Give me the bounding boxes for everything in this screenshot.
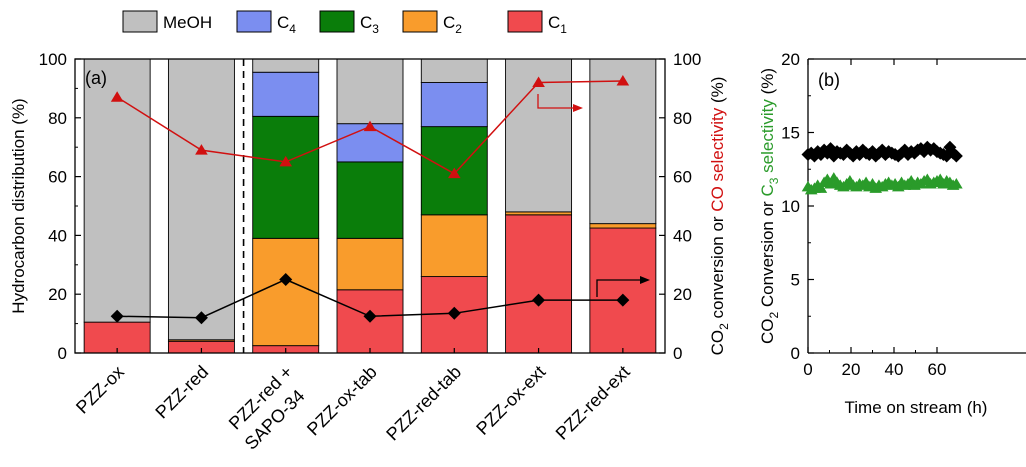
y-tick-label-2: 40 <box>48 226 67 245</box>
legend-label-2: C3 <box>360 13 379 36</box>
b-marker-1-4 <box>814 182 828 193</box>
y-tick-label-1: 20 <box>48 285 67 304</box>
legend-label-4: C1 <box>548 13 567 36</box>
legend-swatch-2 <box>319 10 355 33</box>
legend-label-1: C4 <box>277 13 296 36</box>
y-axis-label: Hydrocarbon distribution (%) <box>9 98 28 313</box>
overlay-marker-0-6 <box>616 75 630 86</box>
y-tick-label-5: 100 <box>39 50 67 69</box>
legend-swatch-4 <box>507 10 543 33</box>
category-label-1: PZZ-red <box>151 362 212 423</box>
bar-MeOH-0 <box>83 58 151 323</box>
y2-tick-label-4: 80 <box>673 109 692 128</box>
y2-tick-label-0: 0 <box>673 344 682 363</box>
bar-C2-3 <box>336 237 404 291</box>
y2-axis-label: CO2 conversion or CO selectivity (%) <box>708 77 731 356</box>
y2-tick-label-2: 40 <box>673 226 692 245</box>
b-x-tick-label-3: 60 <box>928 360 947 379</box>
overlay-marker-1-2 <box>279 273 293 286</box>
overlay-marker-1-0 <box>110 309 124 323</box>
b-x-tick-label-2: 40 <box>885 360 904 379</box>
bar-C2-2 <box>252 237 320 347</box>
panel-a-bar-chart: 0 20 40 60 80 100 0 20 40 60 80 100 Hydrocarbon dist… <box>9 50 731 454</box>
panel-b-scatter-chart: 0 5 10 15 20 0 20 40 60 Time on stream (h) CO2 Con… <box>758 50 1026 417</box>
category-label-0: PZZ-ox <box>72 362 128 418</box>
b-marker-0-46 <box>949 149 963 163</box>
co2-axis-arrow-line <box>596 279 642 297</box>
b-y-tick-label-4: 20 <box>781 50 800 69</box>
b-y-tick-label-3: 15 <box>781 124 800 143</box>
bar-C3-2 <box>252 115 320 239</box>
category-label-4: PZZ-red-tab <box>382 362 465 445</box>
b-y-tick-label-1: 5 <box>791 271 800 290</box>
b-x-tick-label-1: 20 <box>842 360 861 379</box>
bar-C2-4 <box>420 214 488 278</box>
co-axis-arrow-line <box>537 94 575 109</box>
panel-a-label: (a) <box>85 68 107 88</box>
b-x-axis-label: Time on stream (h) <box>845 398 988 417</box>
legend-label-0: MeOH <box>163 13 212 32</box>
category-label-5: PZZ-ox-ext <box>472 362 549 439</box>
legend-swatch-1 <box>236 10 272 33</box>
bar-MeOH-6 <box>589 58 657 225</box>
overlay-marker-1-5 <box>532 293 546 307</box>
bar-C4-2 <box>252 71 320 117</box>
overlay-marker-0-0 <box>110 91 124 102</box>
y2-tick-label-3: 60 <box>673 168 692 187</box>
y2-tick-label-1: 20 <box>673 285 692 304</box>
b-y-tick-label-2: 10 <box>781 197 800 216</box>
b-marker-1-46 <box>950 177 963 189</box>
b-y-axis-label: CO2 Conversion or C3 selectivity (%) <box>758 68 781 344</box>
bar-MeOH-4 <box>420 58 488 83</box>
y-tick-label-0: 0 <box>58 344 67 363</box>
overlay-marker-1-1 <box>194 311 208 325</box>
y-tick-label-3: 60 <box>48 168 67 187</box>
legend-swatch-0 <box>122 10 158 33</box>
bar-C2-6 <box>589 223 657 229</box>
overlay-marker-0-4 <box>447 167 461 179</box>
overlay-marker-0-3 <box>363 120 377 132</box>
bar-C1-0 <box>83 321 151 354</box>
category-label-3: PZZ-ox-tab <box>303 362 381 440</box>
b-x-tick-label-0: 0 <box>803 360 812 379</box>
overlay-marker-0-5 <box>532 76 545 88</box>
panel-b-label: (b) <box>818 70 840 90</box>
overlay-marker-0-2 <box>279 155 293 167</box>
y-tick-label-4: 80 <box>48 109 67 128</box>
b-y-tick-label-0: 0 <box>791 344 800 363</box>
overlay-marker-1-6 <box>616 293 630 307</box>
legend-swatch-3 <box>402 10 438 33</box>
category-label-6: PZZ-red-ext <box>552 362 634 444</box>
bar-MeOH-2 <box>252 58 320 73</box>
bar-MeOH-3 <box>336 58 404 125</box>
bar-C1-6 <box>589 227 657 354</box>
co2-axis-arrow-head <box>640 276 650 284</box>
bar-C1-5 <box>505 214 573 354</box>
overlay-marker-1-3 <box>363 309 377 323</box>
overlay-marker-0-1 <box>195 144 208 155</box>
overlay-marker-1-4 <box>447 306 461 320</box>
legend: MeOH C4 C3 C2 C1 <box>122 10 567 36</box>
bar-MeOH-1 <box>167 58 235 341</box>
y2-tick-label-5: 100 <box>673 50 701 69</box>
legend-label-3: C2 <box>443 13 462 36</box>
co-axis-arrow-head <box>573 104 583 112</box>
bar-C4-4 <box>420 82 488 128</box>
bar-C3-3 <box>336 161 404 239</box>
